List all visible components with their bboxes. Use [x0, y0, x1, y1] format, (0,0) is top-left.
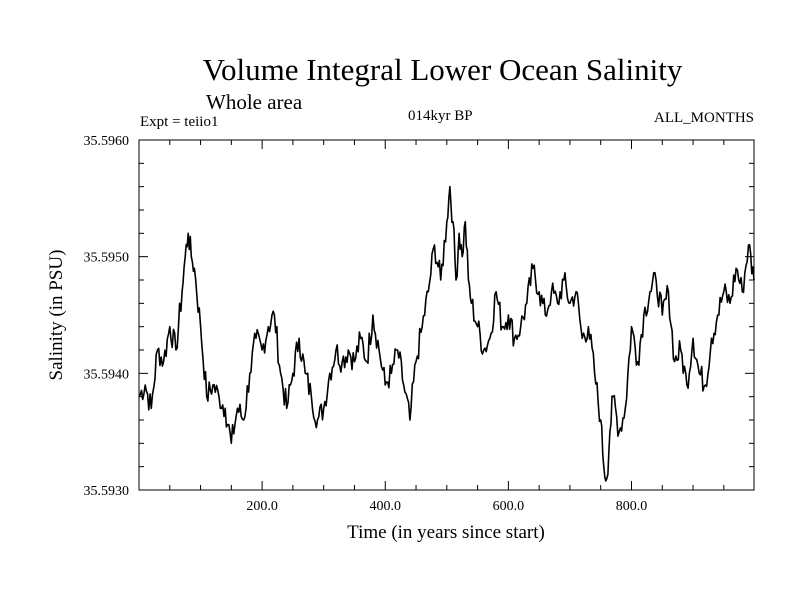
y-tick-label: 35.5940 [84, 367, 130, 382]
axis-ticks [139, 140, 754, 490]
x-tick-label: 600.0 [493, 499, 525, 514]
x-tick-label: 800.0 [616, 499, 648, 514]
x-tick-label: 200.0 [246, 499, 278, 514]
chart-title: Volume Integral Lower Ocean Salinity [202, 52, 683, 87]
y-tick-label: 35.5950 [84, 251, 130, 266]
tick-labels: 200.0 400.0 600.0 800.0 35.5930 35.5940 35.595… [84, 134, 648, 514]
experiment-label: Expt = teiio1 [140, 114, 219, 130]
period-label: 014kyr BP [408, 108, 473, 124]
plot-frame [138, 139, 755, 491]
chart-subtitle: Whole area [206, 90, 303, 114]
y-tick-label: 35.5960 [84, 134, 130, 149]
season-label: ALL_MONTHS [654, 110, 754, 126]
x-axis-label: Time (in years since start) [347, 522, 545, 543]
y-axis-label: Salinity (in PSU) [46, 250, 67, 381]
y-tick-label: 35.5930 [84, 484, 130, 499]
salinity-series-line [138, 185, 755, 482]
x-tick-label: 400.0 [369, 499, 401, 514]
